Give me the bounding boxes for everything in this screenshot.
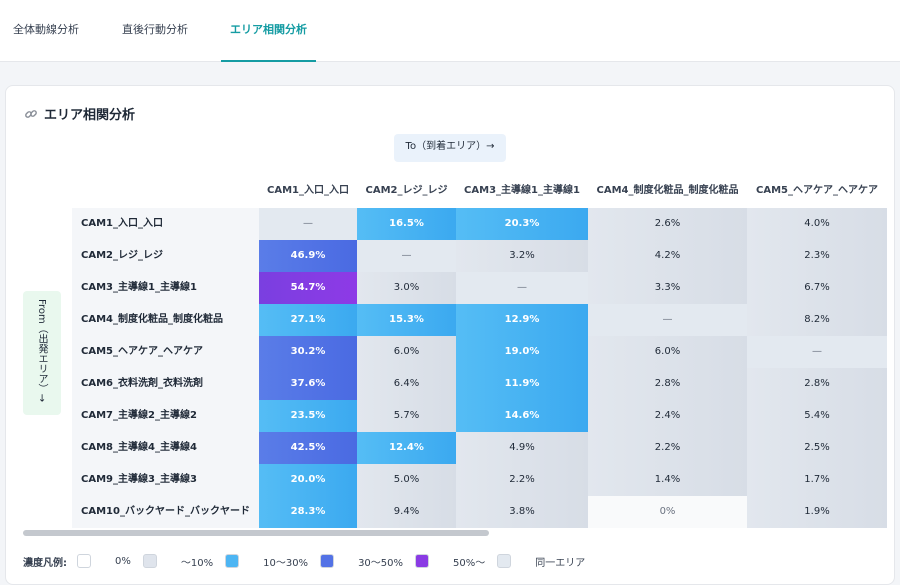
matrix-cell: 2.8% [588, 368, 747, 400]
matrix-cell: 3.0% [357, 272, 456, 304]
legend-label: 同一エリア [535, 557, 586, 569]
row-header: CAM9_主導線3_主導線3 [72, 464, 259, 496]
matrix-cell: 1.4% [588, 464, 747, 496]
link-icon [24, 107, 38, 121]
legend-item: 〜10% [142, 554, 225, 569]
matrix-cell: 12.9% [456, 304, 588, 336]
density-legend: 濃度凡例: 0% 〜10% 10〜30% 30〜50% 50%〜 同一エリア [23, 552, 597, 570]
column-header: CAM3_主導線1_主導線1 [464, 185, 580, 196]
legend-label: 〜10% [180, 557, 214, 569]
matrix-cell: 0% [588, 496, 747, 528]
matrix-cell: 4.2% [588, 240, 747, 272]
column-header: CAM2_レジ_レジ [365, 185, 448, 196]
matrix-cell: 5.0% [357, 464, 456, 496]
matrix-cell: 20.0% [259, 464, 357, 496]
matrix-cell: 1.7% [747, 464, 887, 496]
matrix-cell: 11.9% [456, 368, 588, 400]
legend-swatch [142, 554, 157, 568]
matrix-cell: 12.4% [357, 432, 456, 464]
card-title-text: エリア相関分析 [44, 108, 136, 123]
horizontal-scrollbar[interactable] [23, 530, 489, 536]
matrix-cell: — [456, 272, 588, 304]
tab-bar: 全体動線分析 直後行動分析 エリア相関分析 [0, 0, 900, 62]
row-header: CAM5_ヘアケア_ヘアケア [72, 336, 259, 368]
matrix-cell: 2.4% [588, 400, 747, 432]
legend-item: 30〜50% [320, 554, 415, 569]
row-header: CAM1_入口_入口 [72, 208, 259, 240]
legend-swatch [77, 554, 91, 568]
matrix-cell: 2.3% [747, 240, 887, 272]
matrix-cell: 3.8% [456, 496, 588, 528]
legend-swatch [415, 554, 430, 568]
matrix-cell: 2.5% [747, 432, 887, 464]
row-header: CAM4_制度化粧品_制度化粧品 [72, 304, 259, 336]
matrix-cell: 3.2% [456, 240, 588, 272]
matrix-cell: 6.4% [357, 368, 456, 400]
matrix-cell: 42.5% [259, 432, 357, 464]
legend-item: 10〜30% [225, 554, 320, 569]
matrix-cell: — [588, 304, 747, 336]
row-header: CAM10_バックヤード_バックヤード [72, 496, 259, 528]
legend-item: 50%〜 [415, 554, 497, 569]
matrix-cell: 6.0% [588, 336, 747, 368]
matrix-cell: 4.0% [747, 208, 887, 240]
card-title: エリア相関分析 [24, 104, 135, 123]
matrix-cell: 19.0% [456, 336, 588, 368]
column-header: CAM5_ヘアケア_ヘアケア [756, 185, 878, 196]
matrix-cell: 3.3% [588, 272, 747, 304]
matrix-cell: 14.6% [456, 400, 588, 432]
tab-overall-flow[interactable]: 全体動線分析 [13, 23, 79, 36]
to-axis-label: To（到着エリア）→ [394, 134, 506, 162]
matrix-cell: 30.2% [259, 336, 357, 368]
matrix-cell: 2.2% [588, 432, 747, 464]
matrix-cell: 20.3% [456, 208, 588, 240]
matrix-cell: — [357, 240, 456, 272]
matrix-cell: 2.2% [456, 464, 588, 496]
legend-label: 30〜50% [358, 557, 404, 569]
matrix-cell: 27.1% [259, 304, 357, 336]
matrix-cell: 37.6% [259, 368, 357, 400]
matrix-cell: 16.5% [357, 208, 456, 240]
row-header: CAM8_主導線4_主導線4 [72, 432, 259, 464]
matrix-cell: 2.6% [588, 208, 747, 240]
matrix-cell: 6.7% [747, 272, 887, 304]
legend-title: 濃度凡例: [23, 557, 67, 569]
legend-swatch [225, 554, 240, 568]
legend-item: 0% [77, 554, 143, 568]
matrix-cell: 5.7% [357, 400, 456, 432]
matrix-cell: 54.7% [259, 272, 357, 304]
row-header: CAM2_レジ_レジ [72, 240, 259, 272]
matrix-cell: — [747, 336, 887, 368]
tab-area-correlation[interactable]: エリア相関分析 [221, 0, 316, 62]
row-header: CAM3_主導線1_主導線1 [72, 272, 259, 304]
legend-label: 50%〜 [453, 557, 486, 569]
row-header: CAM6_衣料洗剤_衣料洗剤 [72, 368, 259, 400]
matrix-cell: 9.4% [357, 496, 456, 528]
row-header: CAM7_主導線2_主導線2 [72, 400, 259, 432]
legend-swatch [320, 554, 335, 568]
matrix-cell: 1.9% [747, 496, 887, 528]
legend-swatch [497, 554, 512, 568]
matrix-cell: 46.9% [259, 240, 357, 272]
tab-immediate-action[interactable]: 直後行動分析 [122, 23, 188, 36]
matrix-cell: — [259, 208, 357, 240]
matrix-cell: 6.0% [357, 336, 456, 368]
legend-label: 0% [115, 555, 131, 567]
from-axis-label: From（出発エリア）→ [23, 291, 61, 415]
legend-item: 同一エリア [497, 554, 597, 569]
column-header: CAM1_入口_入口 [267, 185, 349, 196]
area-correlation-card: エリア相関分析 To（到着エリア）→ From（出発エリア）→ CAM1_入口_… [5, 85, 895, 585]
matrix-cell: 8.2% [747, 304, 887, 336]
legend-label: 10〜30% [263, 557, 309, 569]
from-axis-label-text: From（出発エリア）→ [36, 299, 47, 403]
matrix-cell: 4.9% [456, 432, 588, 464]
matrix-cell: 15.3% [357, 304, 456, 336]
matrix-cell: 28.3% [259, 496, 357, 528]
matrix-cell: 2.8% [747, 368, 887, 400]
matrix-cell: 5.4% [747, 400, 887, 432]
matrix-cell: 23.5% [259, 400, 357, 432]
column-header: CAM4_制度化粧品_制度化粧品 [596, 185, 739, 196]
